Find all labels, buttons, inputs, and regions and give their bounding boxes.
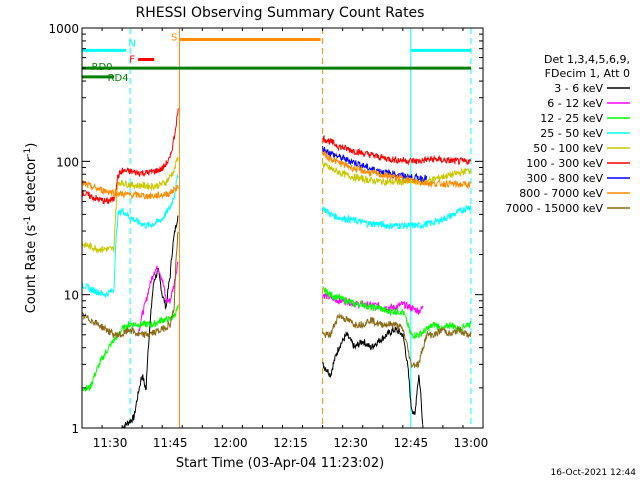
- y-axis-label-sup1: -1: [23, 216, 33, 225]
- series-3-seg1: [81, 174, 179, 298]
- y-tick-label-2: 100: [56, 155, 79, 169]
- legend-header-1: FDecim 1, Att 0: [545, 67, 630, 80]
- flag-label-0: N: [128, 38, 135, 49]
- y-axis-label-main: Count Rate (s: [24, 225, 39, 314]
- x-tick-label-5: 12:45: [394, 436, 429, 450]
- legend-label-3: 25 - 50 keV: [540, 127, 603, 140]
- series-1-seg1: [137, 261, 179, 337]
- series-4-seg1: [81, 156, 179, 255]
- series-7-seg2: [322, 149, 472, 190]
- footer-timestamp: 16-Oct-2021 12:44: [551, 468, 637, 478]
- legend-label-4: 50 - 100 keV: [533, 142, 603, 155]
- x-tick-label-6: 13:00: [454, 436, 489, 450]
- y-axis-label: Count Rate (s-1 detector-1): [23, 143, 39, 314]
- legend-label-2: 12 - 25 keV: [540, 112, 603, 125]
- y-axis: 1 10 100 1000: [48, 22, 483, 436]
- legend-label-6: 300 - 800 keV: [526, 172, 603, 185]
- series-3-seg2: [322, 205, 472, 231]
- y-axis-label-sup2: -1: [23, 148, 33, 157]
- legend: Det 1,3,4,5,6,9,FDecim 1, Att 0 3 - 6 keV…: [505, 53, 630, 215]
- legend-label-8: 7000 - 15000 keV: [505, 202, 603, 215]
- legend-label-1: 6 - 12 keV: [547, 97, 603, 110]
- y-tick-label-1: 10: [64, 289, 79, 303]
- y-axis-label-end: ): [24, 143, 39, 148]
- y-tick-label-3: 1000: [48, 22, 79, 36]
- flag-label-1: S: [171, 33, 177, 44]
- flag-label-4: RD0: [92, 62, 113, 73]
- x-tick-label-0: 11:30: [93, 436, 128, 450]
- series-2-seg1: [81, 304, 179, 392]
- legend-label-5: 100 - 300 keV: [526, 157, 603, 170]
- legend-label-0: 3 - 6 keV: [554, 82, 603, 95]
- legend-header-0: Det 1,3,4,5,6,9,: [544, 53, 630, 66]
- x-axis: 11:30 11:45 12:00 12:15 12:30 12:45 13:00: [81, 28, 489, 450]
- legend-label-7: 800 - 7000 keV: [519, 187, 603, 200]
- x-axis-label: Start Time (03-Apr-04 11:23:02): [176, 456, 384, 471]
- series-2-seg2: [322, 286, 472, 340]
- x-tick-label-1: 11:45: [153, 436, 188, 450]
- series-5-seg2: [322, 134, 472, 166]
- x-tick-label-4: 12:30: [333, 436, 368, 450]
- y-tick-label-0: 1: [71, 422, 79, 436]
- series-0-seg2: [322, 326, 424, 425]
- chart-title: RHESSI Observing Summary Count Rates: [136, 5, 425, 21]
- series-7-seg1: [81, 179, 179, 200]
- flag-label-3: F: [129, 55, 135, 66]
- series-8-seg2: [322, 313, 472, 369]
- y-axis-label-mid: detector: [24, 156, 39, 216]
- x-tick-label-3: 12:15: [273, 436, 308, 450]
- series-8-seg1: [81, 231, 179, 339]
- x-tick-label-2: 12:00: [213, 436, 248, 450]
- series-5-seg1: [81, 108, 179, 205]
- flag-label-5: RD4: [108, 73, 129, 84]
